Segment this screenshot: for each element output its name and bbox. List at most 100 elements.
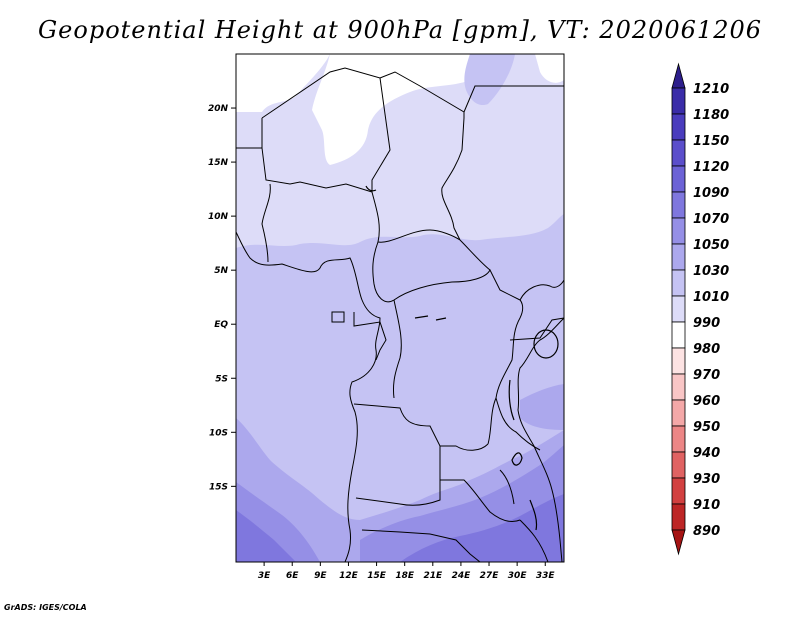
colorbar-label: 1090 xyxy=(693,186,729,201)
colorbar-box xyxy=(671,191,686,219)
y-tick-label-5N: 5N xyxy=(214,266,228,276)
x-tick-label-3E: 3E xyxy=(258,571,271,581)
y-tick-label-15S: 15S xyxy=(209,482,228,492)
x-axis: 3E 6E 9E 12E 15E 18E 21E 24E 27E 30E 33E xyxy=(258,562,556,581)
grads-credit: GrADS: IGES/COLA xyxy=(4,603,87,612)
border-car-sudan xyxy=(459,239,491,271)
colorbar-label: 940 xyxy=(693,446,720,461)
colorbar-box xyxy=(671,347,686,375)
border-malawi xyxy=(499,469,515,505)
x-tick-label-30E: 30E xyxy=(508,571,528,581)
band-above-1090-south xyxy=(400,494,564,562)
colorbar-label: 890 xyxy=(693,524,720,539)
colorbar-label: 1210 xyxy=(693,82,729,97)
river-marks xyxy=(414,315,447,321)
border-uganda-kenya xyxy=(509,317,564,341)
coastline-east xyxy=(517,317,564,562)
colorbar-box xyxy=(671,269,686,297)
x-tick-label-24E: 24E xyxy=(452,571,472,581)
colorbar-label: 1180 xyxy=(693,108,729,123)
colorbar-label: 930 xyxy=(693,472,720,487)
x-tick-label-33E: 33E xyxy=(536,571,556,581)
lake-kariba xyxy=(511,452,523,466)
border-namibia-botswana xyxy=(361,529,481,562)
colorbar-box xyxy=(671,425,686,453)
y-tick-label-EQ: EQ xyxy=(214,320,228,330)
border-nigeria-chad xyxy=(371,191,461,243)
border-congo-drc xyxy=(393,299,402,399)
lake-victoria xyxy=(533,329,559,359)
lake-malawi xyxy=(529,499,538,531)
colorbar-label: 1120 xyxy=(693,160,729,175)
border-tanzania xyxy=(495,397,541,451)
x-tick-label-21E: 21E xyxy=(423,571,443,581)
country-boundaries xyxy=(236,67,564,562)
y-axis: 20N 15N 10N 5N EQ 5S 10S 15S xyxy=(208,104,236,492)
colorbar: 1210 1180 1150 1120 1090 1070 1050 1030 1010 990 9… xyxy=(671,62,729,556)
border-egypt-sudan xyxy=(463,85,564,113)
border-chad-sudan xyxy=(441,117,465,241)
y-tick-label-10S: 10S xyxy=(209,428,228,438)
colorbar-box xyxy=(671,373,686,401)
band-above-1090-west xyxy=(236,510,296,562)
coastline-west xyxy=(236,231,381,562)
border-drc-east xyxy=(487,299,524,445)
colorbar-box xyxy=(671,295,686,323)
colorbar-label: 1010 xyxy=(693,290,729,305)
border-zambia xyxy=(439,446,521,523)
x-tick-label-27E: 27E xyxy=(480,571,500,581)
colorbar-box xyxy=(671,321,686,349)
x-tick-label-12E: 12E xyxy=(339,571,359,581)
y-tick-label-5S: 5S xyxy=(215,374,228,384)
y-tick-label-10N: 10N xyxy=(208,212,229,222)
y-tick-label-15N: 15N xyxy=(208,158,229,168)
colorbar-box xyxy=(671,243,686,271)
border-angola-namibia xyxy=(355,480,441,506)
colorbar-box xyxy=(671,217,686,245)
colorbar-box xyxy=(671,477,686,505)
x-tick-label-15E: 15E xyxy=(367,571,387,581)
colorbar-box xyxy=(671,139,686,167)
lakes xyxy=(365,185,559,531)
border-niger-south xyxy=(261,147,373,193)
border-benin xyxy=(261,183,271,263)
band-below-1010-central xyxy=(312,54,475,165)
band-1050-1070-east xyxy=(520,384,564,430)
border-car xyxy=(372,241,521,303)
colorbar-label: 970 xyxy=(693,368,720,383)
colorbar-label: 990 xyxy=(693,316,720,331)
colorbar-label: 960 xyxy=(693,394,720,409)
lake-chad xyxy=(365,185,377,192)
colorbar-box xyxy=(671,87,686,115)
border-niger-chad xyxy=(371,77,391,192)
colorbar-bottom-triangle xyxy=(671,529,686,556)
border-libya-south xyxy=(261,67,465,119)
border-angola-drc xyxy=(353,403,489,451)
patch-1030-northeast xyxy=(464,54,515,106)
border-mozambique xyxy=(519,519,549,562)
border-gabon-congo xyxy=(353,312,387,361)
equatorial-guinea xyxy=(331,311,345,323)
band-below-1010-east xyxy=(535,54,564,83)
x-tick-label-18E: 18E xyxy=(395,571,415,581)
shaded-field xyxy=(236,54,564,562)
colorbar-label: 980 xyxy=(693,342,720,357)
colorbar-label: 1030 xyxy=(693,264,729,279)
colorbar-top-triangle xyxy=(671,62,686,89)
plot-title: Geopotential Height at 900hPa [gpm], VT:… xyxy=(38,16,762,44)
x-tick-label-9E: 9E xyxy=(314,571,327,581)
colorbar-label: 950 xyxy=(693,420,720,435)
colorbar-box xyxy=(671,165,686,193)
colorbar-box xyxy=(671,113,686,141)
colorbar-box xyxy=(671,503,686,531)
lake-tanganyika xyxy=(508,379,515,421)
colorbar-label: 1050 xyxy=(693,238,729,253)
band-below-1010-west xyxy=(236,54,330,112)
colorbar-label: 910 xyxy=(693,498,720,513)
colorbar-label: 1150 xyxy=(693,134,729,149)
x-tick-label-6E: 6E xyxy=(286,571,299,581)
colorbar-box xyxy=(671,451,686,479)
map-frame xyxy=(235,53,565,563)
